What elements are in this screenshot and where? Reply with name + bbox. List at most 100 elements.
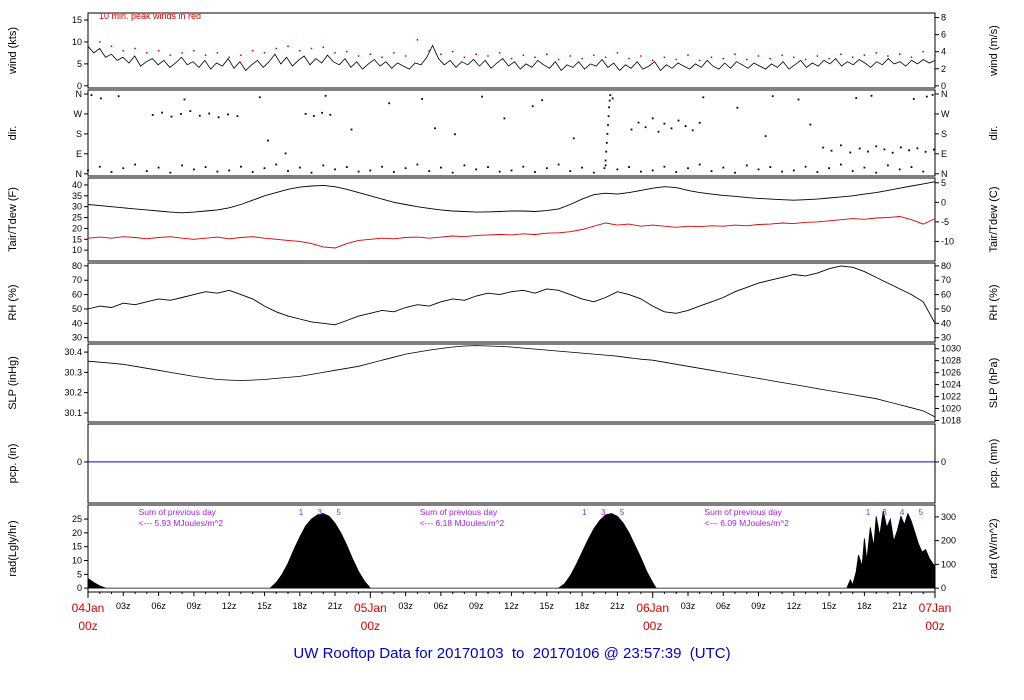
dir-scatter-point — [757, 168, 760, 171]
x-day-label: 06Jan — [636, 601, 669, 615]
x-minor-label: 09z — [187, 601, 202, 611]
axis-label-dir-right: dir. — [988, 126, 1000, 141]
dir-scatter-point — [604, 159, 607, 162]
series-peak-wind-kts-dot — [816, 55, 819, 57]
dir-scatter-point — [98, 165, 101, 168]
x-minor-label: 12z — [504, 601, 519, 611]
dir-scatter-point — [240, 165, 242, 168]
dir-scatter-point — [475, 168, 478, 171]
wind-y-tick-label-right: 0 — [941, 81, 946, 91]
series-peak-wind-kts-dot — [745, 58, 748, 61]
temp-y-tick-label-left: 30 — [72, 202, 82, 212]
pcp-frame — [87, 423, 936, 504]
dir-scatter-point — [592, 171, 595, 174]
series-peak-wind-kts-dot — [757, 55, 760, 57]
series-peak-wind-kts-dot — [440, 53, 442, 56]
dir-scatter-point — [263, 167, 266, 170]
x-minor-label: 09z — [751, 601, 766, 611]
x-minor-label: 15z — [822, 601, 837, 611]
x-minor-label: 21z — [610, 601, 625, 611]
dir-scatter-point — [313, 115, 315, 117]
temp-y-tick-label-left: 35 — [72, 191, 82, 201]
dir-scatter-point — [734, 171, 736, 174]
dir-scatter-point — [781, 170, 783, 173]
series-peak-wind-kts-dot — [722, 57, 725, 60]
slp-y-tick-label-right: 1020 — [941, 404, 961, 414]
dir-scatter-point — [388, 102, 391, 105]
dir-scatter-point — [310, 171, 313, 174]
x-minor-label: 12z — [787, 601, 802, 611]
dir-scatter-point — [157, 166, 160, 169]
dir-scatter-point — [534, 171, 536, 173]
series-peak-wind-kts-dot — [663, 56, 666, 59]
dir-y-tick-label-right: S — [941, 129, 947, 139]
dir-scatter-point — [298, 166, 301, 169]
rad-sum-note-value: <--- 6.09 MJoules/m^2 — [704, 518, 789, 528]
dir-scatter-point — [644, 126, 647, 129]
temp-y-tick-label-left: 15 — [72, 234, 82, 244]
dir-scatter-point — [797, 98, 800, 101]
rh-y-tick-label-left: 60 — [72, 290, 82, 300]
series-peak-wind-kts-dot — [393, 52, 395, 54]
dir-scatter-point — [870, 94, 873, 97]
series-peak-wind-kts-dot — [863, 54, 866, 56]
axis-label-rh-left: RH (%) — [7, 284, 19, 320]
axis-label-temp-left: Tair/Tdew (F) — [7, 187, 19, 252]
dir-scatter-point — [557, 163, 560, 166]
dir-scatter-point — [90, 94, 93, 96]
dir-scatter-point — [193, 168, 195, 171]
rad-y-tick-label-right: 100 — [941, 559, 956, 569]
dir-scatter-point — [630, 128, 633, 131]
dir-scatter-point — [875, 171, 878, 174]
dir-y-tick-label-right: W — [941, 109, 950, 119]
axis-label-temp-right: Tair/Tdew (C) — [988, 186, 1000, 252]
rh-frame — [87, 262, 936, 343]
series-peak-wind-kts-dot — [934, 54, 936, 56]
dir-y-tick-label-left: N — [76, 169, 83, 179]
series-peak-wind-kts-dot — [604, 56, 607, 59]
rad-y-tick-label-left: 25 — [72, 514, 82, 524]
rad-sum-note-title: Sum of previous day — [420, 507, 498, 517]
dir-scatter-point — [227, 113, 229, 116]
rad-sum-note-title: Sum of previous day — [139, 507, 217, 517]
rh-y-tick-label-left: 40 — [72, 318, 82, 328]
slp-y-tick-label-right: 1026 — [941, 368, 961, 378]
dir-scatter-point — [698, 163, 701, 166]
rad-hour-marker: 3 — [882, 508, 887, 517]
dir-scatter-point — [217, 116, 220, 119]
series-peak-wind-kts-dot — [640, 55, 642, 57]
x-minor-label: 18z — [292, 601, 307, 611]
dir-scatter-point — [931, 94, 934, 96]
dir-scatter-point — [916, 147, 919, 150]
x-day-label: 07Jan — [919, 601, 952, 615]
rad-hour-marker: 5 — [336, 508, 341, 517]
rad-y-tick-label-left: 5 — [77, 569, 82, 579]
dir-frame — [87, 89, 936, 177]
series-peak-wind-kts-dot — [675, 58, 678, 61]
rad-hour-marker: 1 — [866, 508, 871, 517]
dir-scatter-point — [691, 129, 694, 132]
temp-y-tick-label-left: 20 — [72, 223, 82, 233]
series-peak-wind-kts-dot — [157, 49, 160, 52]
dir-scatter-point — [677, 119, 680, 122]
dir-scatter-point — [334, 168, 336, 171]
dir-scatter-point — [324, 94, 327, 97]
wind-y-tick-label-right: 6 — [941, 30, 946, 40]
slp-y-tick-label-right: 1028 — [941, 356, 961, 366]
rh-y-tick-label-right: 30 — [941, 333, 951, 343]
series-peak-wind-kts-dot — [110, 45, 113, 48]
rad-hour-marker: 3 — [318, 508, 323, 517]
axis-label-wind-right: wind (m/s) — [988, 25, 1000, 77]
dir-scatter-point — [284, 152, 287, 155]
rad-y-tick-label-right: 300 — [941, 512, 956, 522]
slp-y-tick-label-left: 30.4 — [64, 347, 82, 357]
rad-hour-marker: 3 — [601, 508, 606, 517]
dir-scatter-point — [651, 117, 654, 120]
dir-scatter-point — [912, 98, 915, 100]
x-day-hour-label: 00z — [925, 619, 944, 633]
dir-y-tick-label-left: S — [76, 129, 82, 139]
x-day-label: 04Jan — [72, 601, 105, 615]
dir-scatter-point — [169, 171, 172, 174]
slp-y-tick-label-left: 30.2 — [64, 388, 82, 398]
x-minor-label: 18z — [575, 601, 590, 611]
